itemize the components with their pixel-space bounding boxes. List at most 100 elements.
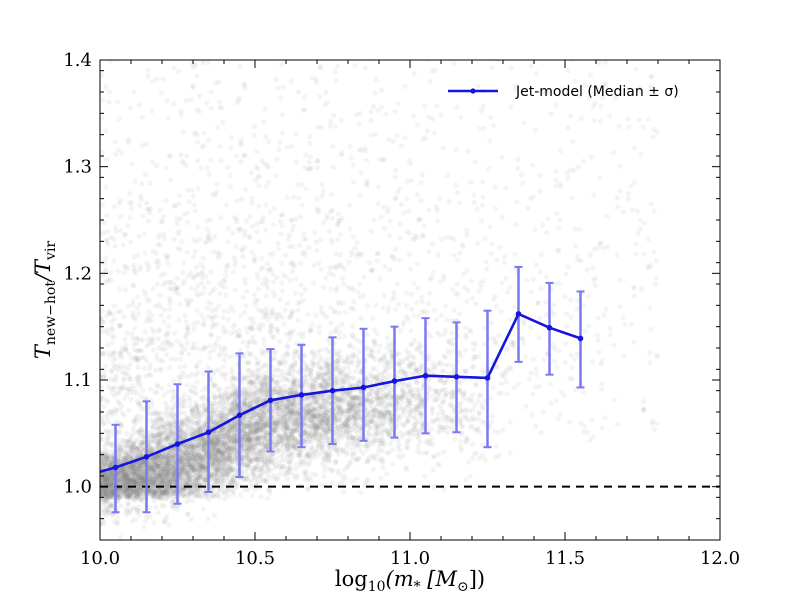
scatter-point (121, 270, 127, 276)
scatter-point (293, 419, 299, 425)
scatter-point (230, 230, 236, 236)
scatter-point (129, 331, 135, 337)
scatter-point (233, 430, 239, 436)
scatter-point (441, 449, 447, 455)
scatter-point (361, 274, 367, 280)
scatter-point (503, 378, 509, 385)
scatter-point (186, 458, 192, 464)
scatter-point (277, 338, 283, 344)
scatter-point (199, 442, 205, 448)
scatter-point (286, 400, 292, 406)
scatter-point (214, 439, 220, 446)
scatter-point (214, 442, 220, 448)
scatter-point (446, 198, 452, 204)
scatter-point (328, 191, 335, 198)
scatter-point (134, 336, 140, 342)
scatter-point (376, 348, 382, 354)
scatter-point (483, 259, 489, 265)
scatter-point (218, 214, 224, 221)
scatter-point (254, 429, 260, 435)
scatter-point (293, 290, 299, 296)
scatter-point (192, 453, 198, 459)
scatter-point (200, 291, 206, 297)
scatter-point (158, 304, 164, 310)
scatter-point (347, 404, 353, 410)
scatter-point (249, 493, 255, 499)
scatter-point (179, 453, 185, 459)
scatter-point (169, 398, 175, 404)
scatter-point (318, 309, 324, 315)
scatter-point (167, 452, 173, 458)
scatter-point (226, 444, 232, 450)
scatter-point (528, 289, 534, 295)
scatter-point (470, 340, 476, 346)
scatter-point (106, 484, 112, 490)
scatter-point (386, 427, 393, 433)
scatter-point (255, 286, 261, 292)
scatter-point (321, 396, 327, 402)
scatter-point (236, 332, 242, 339)
scatter-point (493, 303, 499, 309)
scatter-point (440, 368, 447, 374)
scatter-point (158, 436, 164, 442)
scatter-point (321, 434, 327, 440)
scatter-point (126, 474, 132, 480)
scatter-point (116, 450, 122, 456)
scatter-point (160, 214, 166, 220)
scatter-point (286, 458, 292, 464)
scatter-point (151, 519, 157, 526)
scatter-point (568, 314, 574, 321)
scatter-point (133, 481, 139, 487)
scatter-point (373, 378, 379, 385)
scatter-point (337, 407, 343, 413)
scatter-point (291, 194, 297, 200)
scatter-point (101, 372, 107, 378)
scatter-point (135, 445, 141, 451)
scatter-point (590, 359, 596, 365)
scatter-point (196, 456, 202, 462)
scatter-point (480, 406, 486, 412)
scatter-point (426, 352, 432, 358)
scatter-point (127, 105, 134, 111)
scatter-point (124, 471, 130, 477)
scatter-point (224, 164, 231, 170)
scatter-point (282, 410, 289, 416)
scatter-point (131, 486, 138, 492)
scatter-point (195, 453, 201, 459)
scatter-point (350, 234, 356, 240)
scatter-point (126, 408, 132, 414)
scatter-point (431, 307, 437, 314)
scatter-point (499, 280, 505, 286)
scatter-point (292, 397, 299, 403)
scatter-point (277, 405, 283, 411)
scatter-point (387, 232, 393, 239)
scatter-point (228, 467, 234, 473)
scatter-point (279, 408, 285, 414)
scatter-point (126, 501, 132, 507)
scatter-point (394, 133, 400, 139)
scatter-point (216, 335, 222, 341)
scatter-point (118, 503, 124, 509)
scatter-point (377, 276, 383, 282)
scatter-point (340, 447, 346, 453)
scatter-point (160, 472, 166, 478)
scatter-point (242, 385, 248, 391)
scatter-point (221, 357, 227, 363)
scatter-point (375, 408, 381, 414)
scatter-point (197, 411, 203, 417)
scatter-point (166, 457, 172, 463)
scatter-point (452, 436, 458, 442)
scatter-point (333, 375, 339, 381)
scatter-point (160, 282, 166, 288)
scatter-point (133, 516, 139, 522)
scatter-point (235, 334, 241, 340)
scatter-point (264, 495, 271, 501)
scatter-point (143, 518, 149, 524)
scatter-point (328, 320, 334, 326)
scatter-point (449, 330, 455, 336)
scatter-point (211, 249, 217, 255)
scatter-point (121, 489, 127, 495)
scatter-point (110, 472, 116, 478)
scatter-point (401, 319, 407, 325)
scatter-point (173, 356, 179, 362)
